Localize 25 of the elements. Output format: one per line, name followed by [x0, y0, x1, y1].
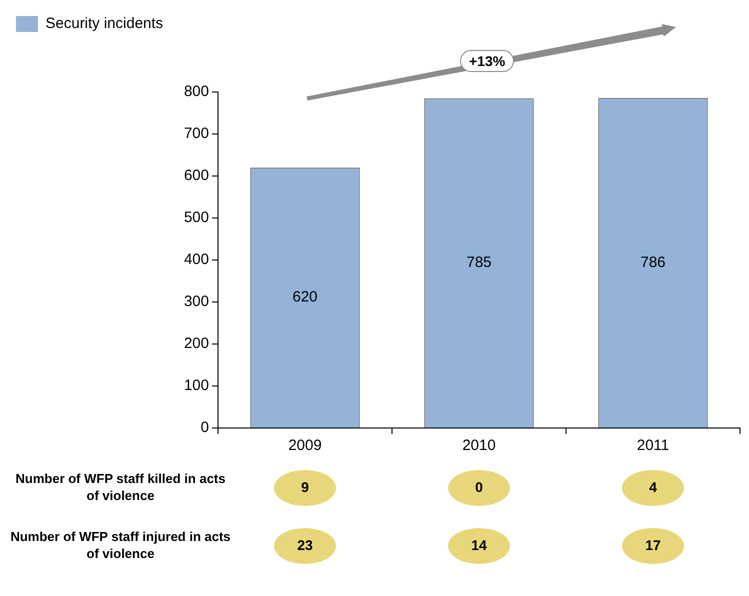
- y-tick-label: 200: [184, 335, 209, 352]
- y-tick-label: 0: [200, 419, 209, 436]
- y-tick-label: 400: [184, 251, 209, 268]
- text: 4: [648, 479, 658, 495]
- data-label: 785: [466, 254, 492, 272]
- x-tick-label: 2011: [636, 437, 670, 454]
- x-tick-label: 2010: [462, 437, 496, 454]
- text: +13%: [460, 50, 514, 72]
- data-label: 620: [292, 288, 318, 306]
- data-label: 786: [640, 254, 666, 271]
- y-tick-label: 600: [184, 167, 209, 184]
- text: Number of WFP staff injured in acts of violence: [9, 528, 232, 562]
- text: 9: [300, 479, 310, 495]
- y-tick-label: 800: [184, 83, 209, 100]
- text: 0: [474, 479, 484, 495]
- legend-label: Security incidents: [46, 15, 164, 32]
- y-tick-label: 300: [184, 293, 209, 310]
- text: Number of WFP staff killed in acts of violence: [14, 470, 226, 504]
- text: 17: [644, 537, 662, 553]
- text: 14: [470, 537, 488, 553]
- y-tick-label: 100: [184, 377, 209, 394]
- y-tick-label: 500: [184, 209, 209, 226]
- y-tick-label: 700: [184, 125, 209, 142]
- x-tick-label: 2009: [288, 437, 322, 454]
- text: 23: [296, 537, 314, 553]
